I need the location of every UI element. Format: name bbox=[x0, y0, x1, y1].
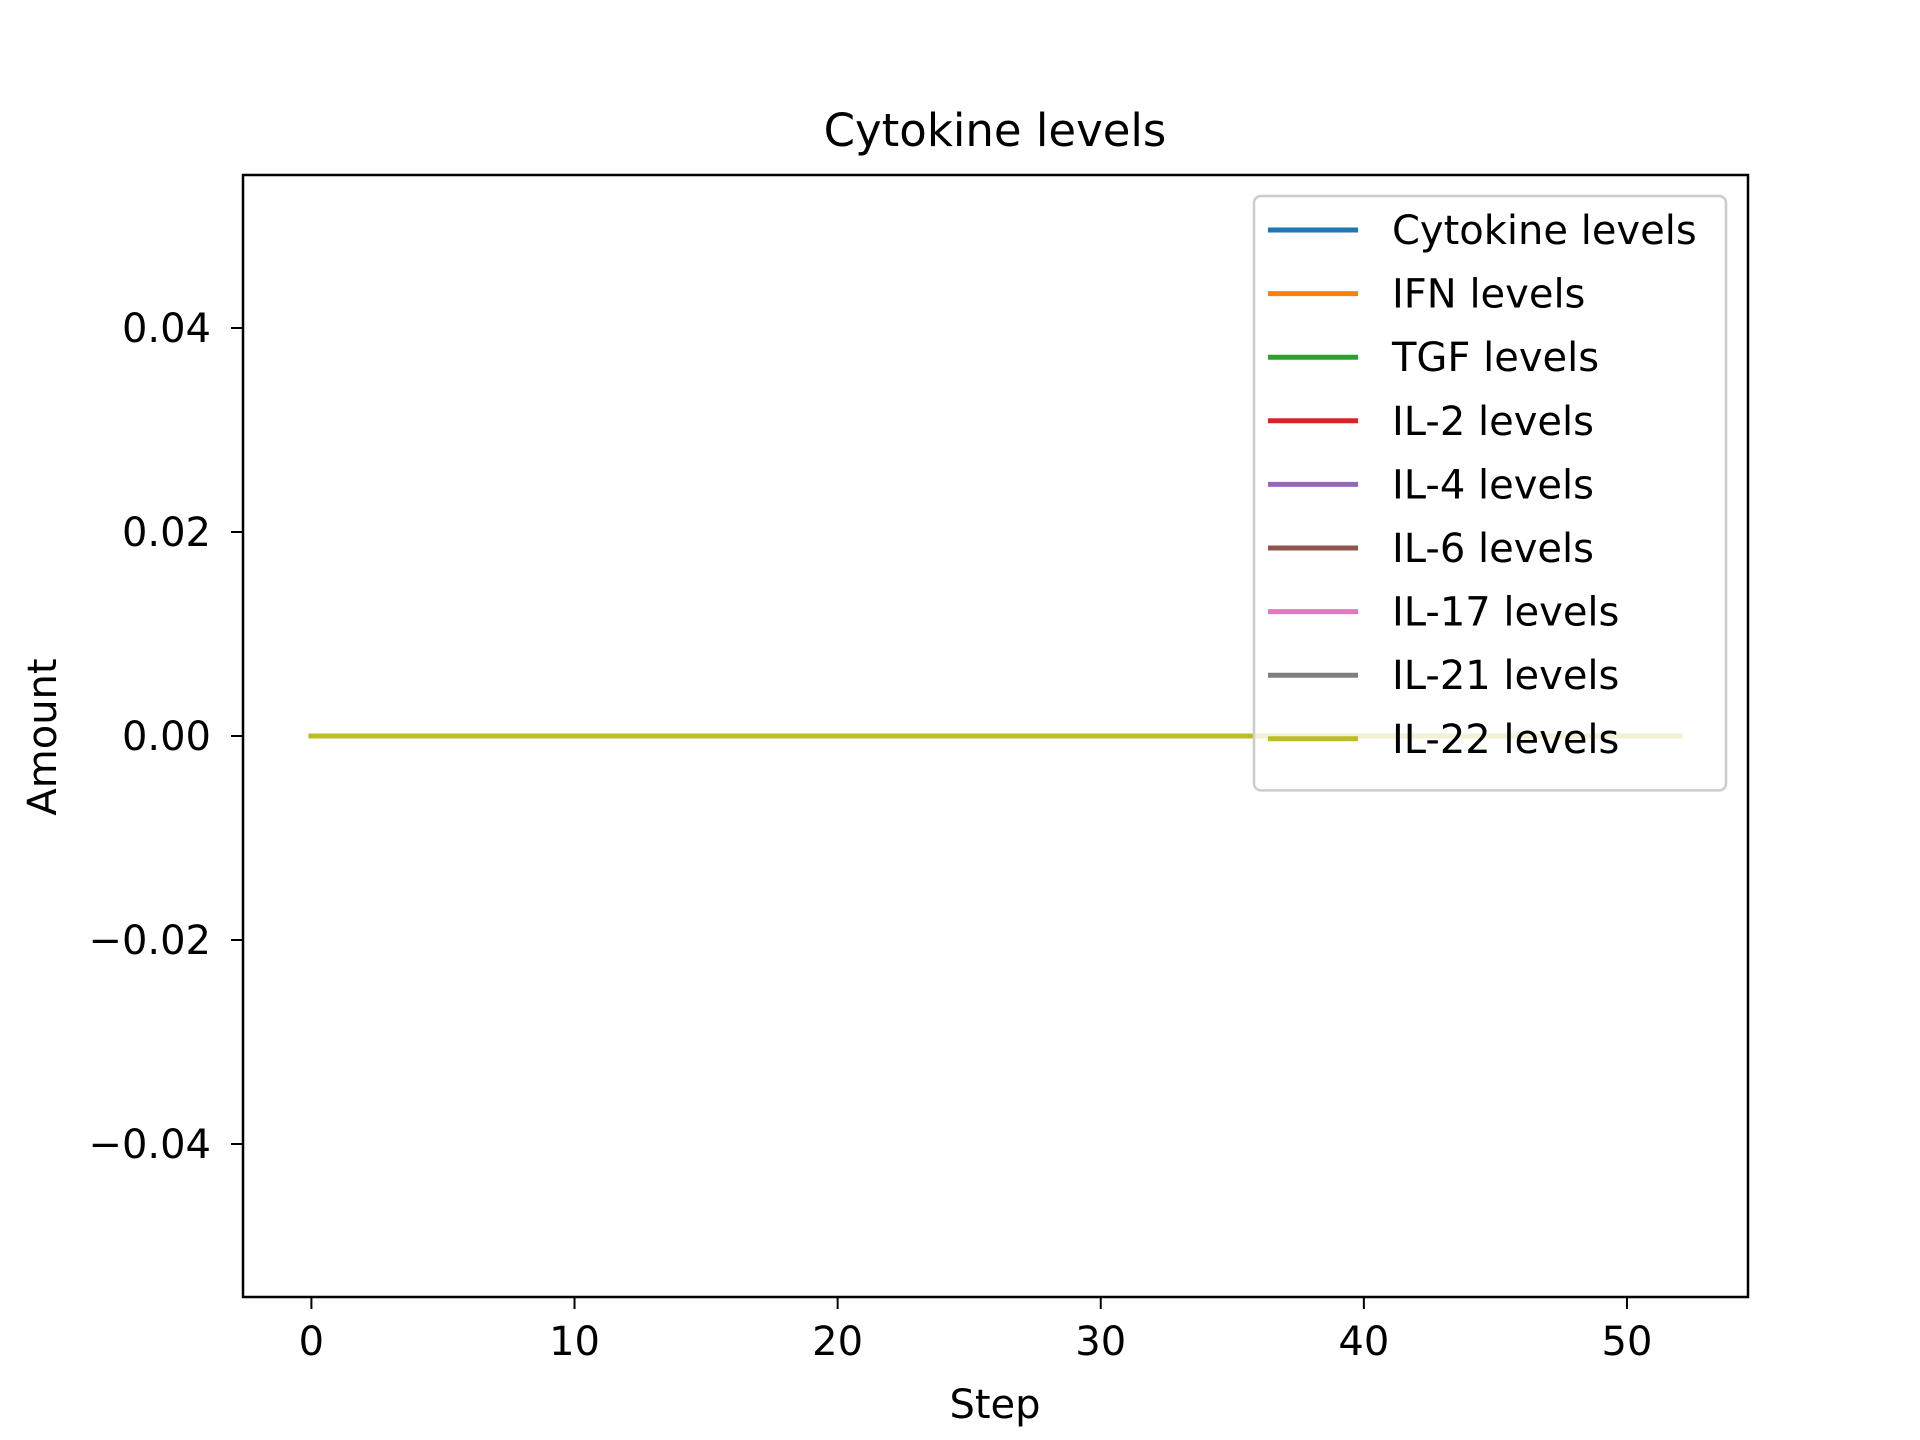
y-axis-label: Amount bbox=[20, 658, 66, 815]
legend-label: IFN levels bbox=[1392, 272, 1585, 318]
legend-label: IL-22 levels bbox=[1392, 717, 1619, 763]
legend-label: Cytokine levels bbox=[1392, 208, 1697, 254]
legend-label: IL-2 levels bbox=[1392, 399, 1594, 445]
legend-label: TGF levels bbox=[1391, 335, 1599, 381]
legend-label: IL-17 levels bbox=[1392, 590, 1619, 636]
legend: Cytokine levels IFN levels TGF levels IL-2 … bbox=[1252, 194, 1728, 792]
y-tick-label: 0.00 bbox=[122, 714, 211, 760]
x-axis-label: Step bbox=[949, 1382, 1040, 1428]
legend-label: IL-21 levels bbox=[1392, 653, 1619, 699]
y-tick-label: 0.04 bbox=[122, 306, 211, 352]
y-tick-label: 0.02 bbox=[122, 510, 211, 556]
y-tick-label: −0.04 bbox=[88, 1122, 211, 1168]
legend-box bbox=[1252, 194, 1728, 792]
x-tick-label: 40 bbox=[1338, 1319, 1389, 1365]
x-tick-label: 10 bbox=[549, 1319, 600, 1365]
x-tick-label: 20 bbox=[812, 1319, 863, 1365]
chart-title: Cytokine levels bbox=[824, 104, 1167, 157]
legend-label: IL-4 levels bbox=[1392, 462, 1594, 508]
axes-layer: 0 10 20 30 40 50 −0.04 −0.02 0.00 0.02 0.04 bbox=[88, 173, 1750, 1365]
y-tick-label: −0.02 bbox=[88, 918, 211, 964]
x-tick-label: 50 bbox=[1602, 1319, 1653, 1365]
x-tick-label: 30 bbox=[1075, 1319, 1126, 1365]
x-tick-label: 0 bbox=[299, 1319, 324, 1365]
legend-label: IL-6 levels bbox=[1392, 526, 1594, 572]
